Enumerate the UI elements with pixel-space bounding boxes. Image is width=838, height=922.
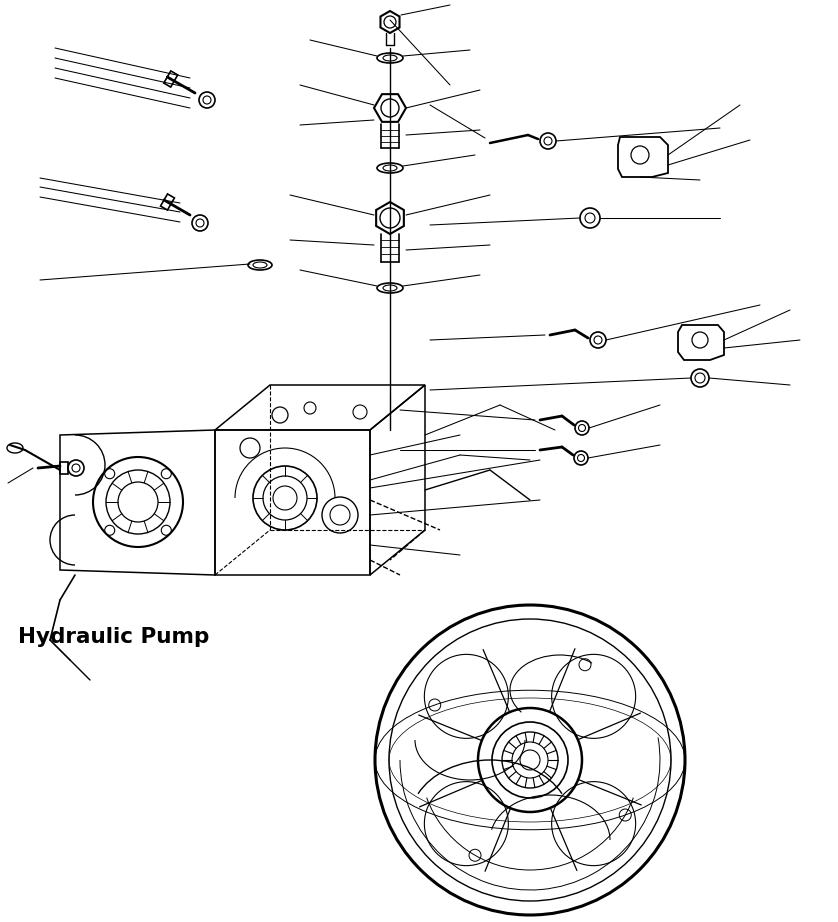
Text: Hydraulic Pump: Hydraulic Pump	[18, 627, 210, 647]
